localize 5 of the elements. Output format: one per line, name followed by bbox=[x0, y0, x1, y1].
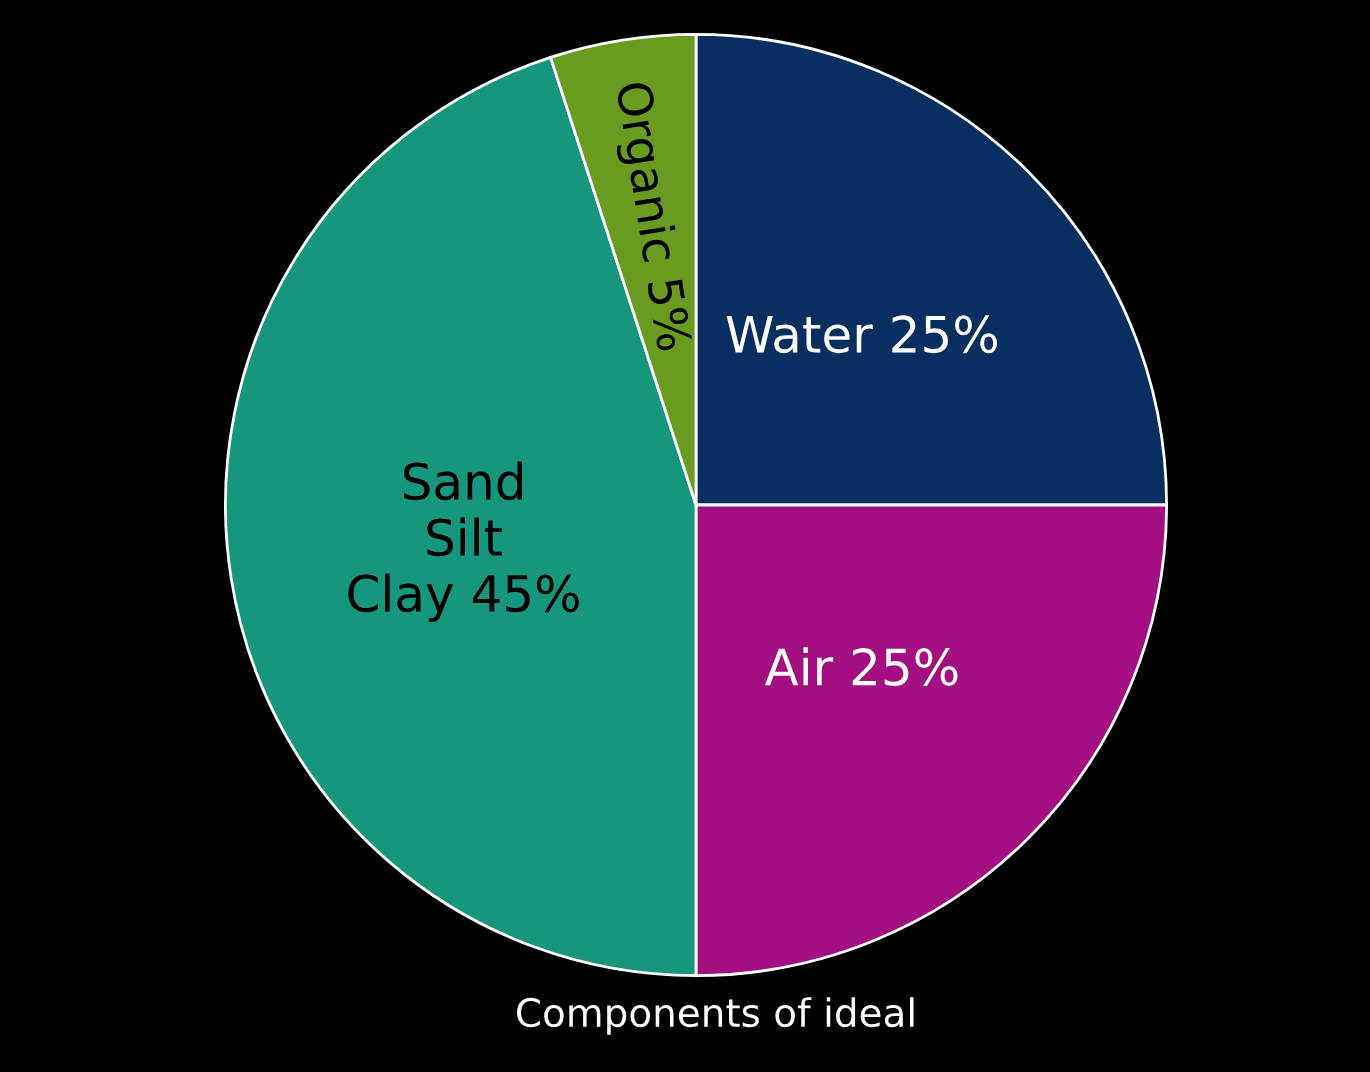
slice-label: Organic 5% bbox=[606, 80, 694, 353]
slice-label: Sand Silt Clay 45% bbox=[348, 461, 579, 622]
slice-label: Air 25% bbox=[764, 647, 958, 686]
text: Components of ideal bbox=[517, 997, 914, 1035]
slice-label: Water 25% bbox=[726, 315, 998, 354]
